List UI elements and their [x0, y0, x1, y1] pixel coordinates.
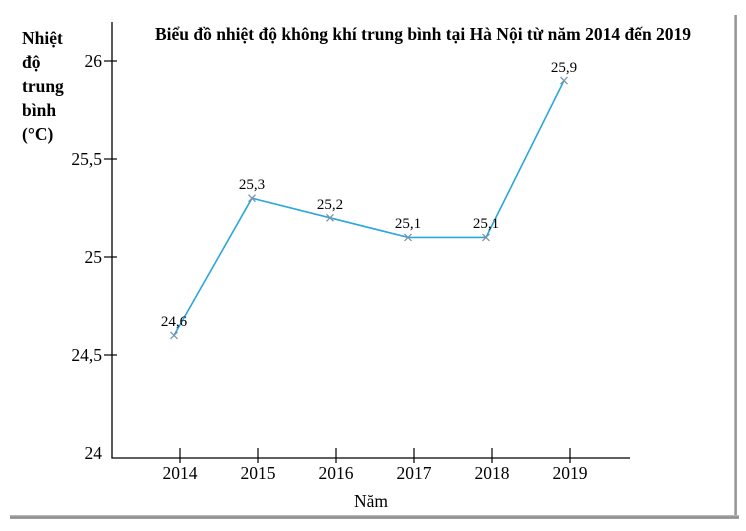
- x-axis-title: Năm: [353, 491, 389, 511]
- y-axis-title: Nhiệt độ trung bình (°C): [22, 26, 108, 146]
- point-marker-x: [170, 331, 178, 340]
- point-label: 25,9: [550, 59, 578, 76]
- ytick-label: 24,5: [71, 345, 102, 365]
- page-shadow-right: [734, 15, 737, 519]
- point-label: 25,1: [472, 216, 500, 233]
- point-marker-x: [248, 194, 256, 203]
- data-line-segment: [485, 80, 565, 238]
- chart-title: Biểu đồ nhiệt độ không khí trung bình tạ…: [154, 24, 692, 44]
- xtick-label: 2017: [396, 463, 432, 483]
- xtick-label: 2019: [552, 463, 588, 483]
- ytick-label: 24: [84, 443, 103, 463]
- page-shadow-bottom: [10, 515, 739, 519]
- point-marker-x: [560, 76, 568, 85]
- y-axis-title-line: độ: [22, 52, 41, 72]
- y-axis-title-line: Nhiệt: [22, 28, 63, 48]
- data-line-segment: [329, 217, 409, 239]
- point-label: 25,3: [238, 177, 266, 194]
- xtick-label: 2014: [162, 463, 198, 483]
- data-line-segment: [251, 197, 331, 219]
- point-label: 25,2: [316, 196, 344, 213]
- xtick-label: 2015: [240, 463, 276, 483]
- y-axis-title-line: bình: [22, 100, 57, 120]
- xtick-label: 2016: [318, 463, 354, 483]
- point-marker-x: [404, 233, 412, 242]
- point-marker-x: [482, 233, 490, 242]
- ytick-label: 25: [84, 247, 103, 267]
- point-label: 25,1: [394, 216, 422, 233]
- point-marker-x: [326, 213, 334, 222]
- ytick-label: 25,5: [71, 149, 102, 169]
- data-line-segment: [173, 197, 253, 336]
- y-axis-title-line: trung: [22, 76, 64, 96]
- point-label: 24,6: [160, 314, 188, 331]
- y-axis-title-line: (°C): [22, 124, 54, 144]
- ytick-label: 26: [84, 51, 103, 71]
- xtick-label: 2018: [474, 463, 510, 483]
